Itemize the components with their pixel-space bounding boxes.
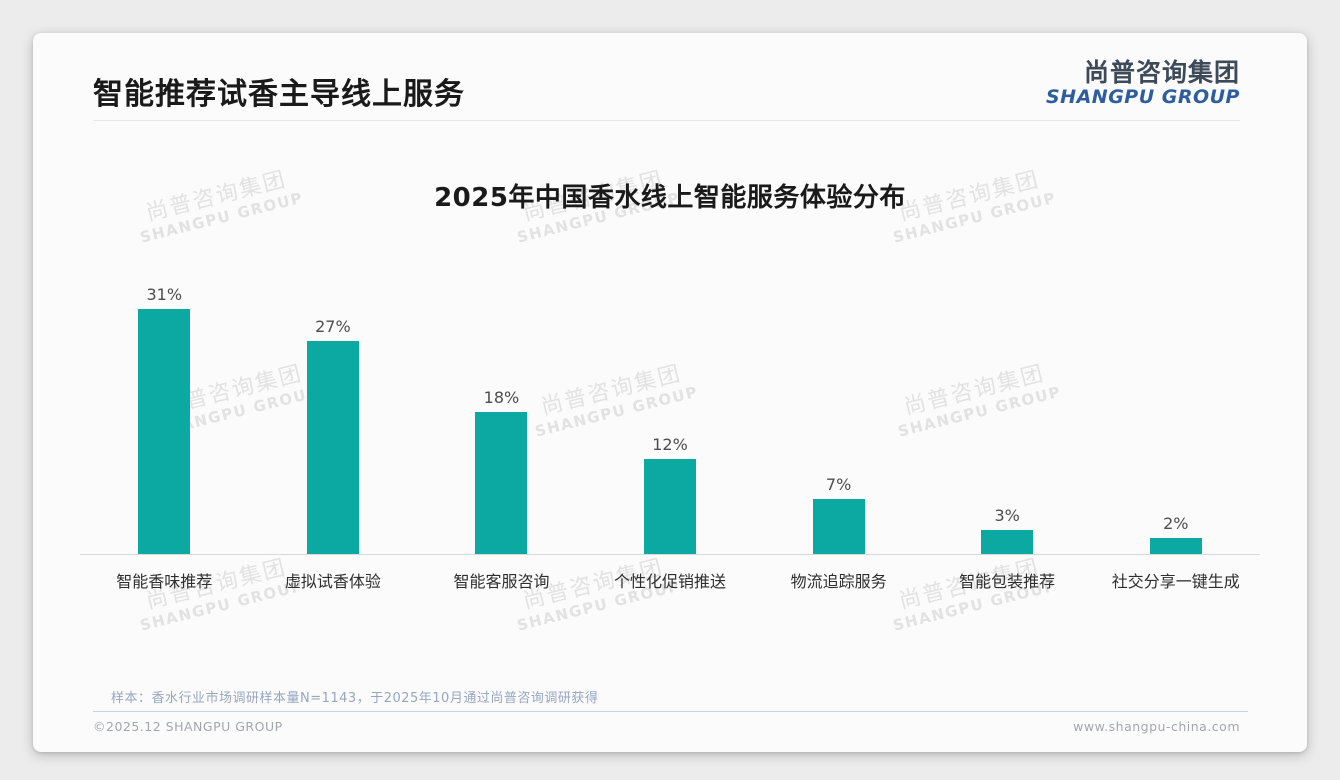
category-label: 智能包装推荐 — [959, 572, 1056, 591]
bar-value-label: 2% — [1163, 514, 1189, 534]
bar-value-label: 31% — [146, 285, 183, 305]
category-label: 物流追踪服务 — [790, 572, 887, 591]
bar-slot: 2% — [1091, 514, 1260, 554]
website-url: www.shangpu-china.com — [1073, 719, 1240, 734]
bar-value-label: 12% — [652, 435, 688, 455]
bar — [981, 530, 1034, 554]
bar-value-label: 18% — [483, 387, 520, 407]
plot-area: 31% 27% 18% 12% 7% 3% 2% — [80, 264, 1260, 555]
category-label: 个性化促销推送 — [614, 572, 727, 591]
bar — [812, 498, 865, 554]
footer-divider — [93, 711, 1248, 712]
bar-slot: 27% — [249, 317, 418, 554]
slide-title: 智能推荐试香主导线上服务 — [93, 77, 465, 112]
bar — [1149, 538, 1202, 554]
category-axis: 智能香味推荐 虚拟试香体验 智能客服咨询 个性化促销推送 物流追踪服务 智能包装推荐 社交分… — [80, 568, 1260, 592]
chart-title: 2025年中国香水线上智能服务体验分布 — [434, 183, 906, 213]
sample-note: 样本：香水行业市场调研样本量N=1143，于2025年10月通过尚普咨询调研获得 — [111, 691, 599, 706]
bar — [644, 459, 697, 554]
bar-slot: 7% — [754, 475, 923, 554]
bar-value-label: 27% — [315, 316, 351, 336]
bar-value-label: 7% — [825, 474, 852, 494]
bar — [475, 411, 528, 554]
footer: ©2025.12 SHANGPU GROUP www.shangpu-china… — [93, 719, 1240, 734]
bar-slot: 31% — [80, 285, 249, 554]
category-label: 智能客服咨询 — [453, 572, 550, 591]
bar-chart: 31% 27% 18% 12% 7% 3% 2% 智能香味推荐 虚拟试香体验 智能客服咨询 个性化… — [80, 264, 1260, 592]
bar-slot: 18% — [417, 388, 586, 554]
bar-slot: 3% — [923, 506, 1092, 554]
report-slide: 尚普咨询集团 SHANGPU GROUP 尚普咨询集团 SHANGPU GROUP 尚普… — [33, 33, 1307, 752]
category-label: 智能香味推荐 — [116, 572, 213, 591]
company-logo: 尚普咨询集团 SHANGPU GROUP — [1046, 59, 1240, 108]
copyright-text: ©2025.12 SHANGPU GROUP — [93, 719, 283, 734]
bar-slot: 12% — [586, 435, 755, 554]
title-divider — [93, 120, 1240, 121]
bar-value-label: 3% — [994, 506, 1020, 526]
logo-chinese-name: 尚普咨询集团 — [1083, 58, 1240, 87]
bar — [138, 309, 191, 554]
bar — [306, 340, 359, 554]
category-label: 社交分享一键生成 — [1111, 572, 1240, 591]
category-label: 虚拟试香体验 — [284, 572, 381, 591]
logo-english-name: SHANGPU GROUP — [1046, 86, 1240, 108]
